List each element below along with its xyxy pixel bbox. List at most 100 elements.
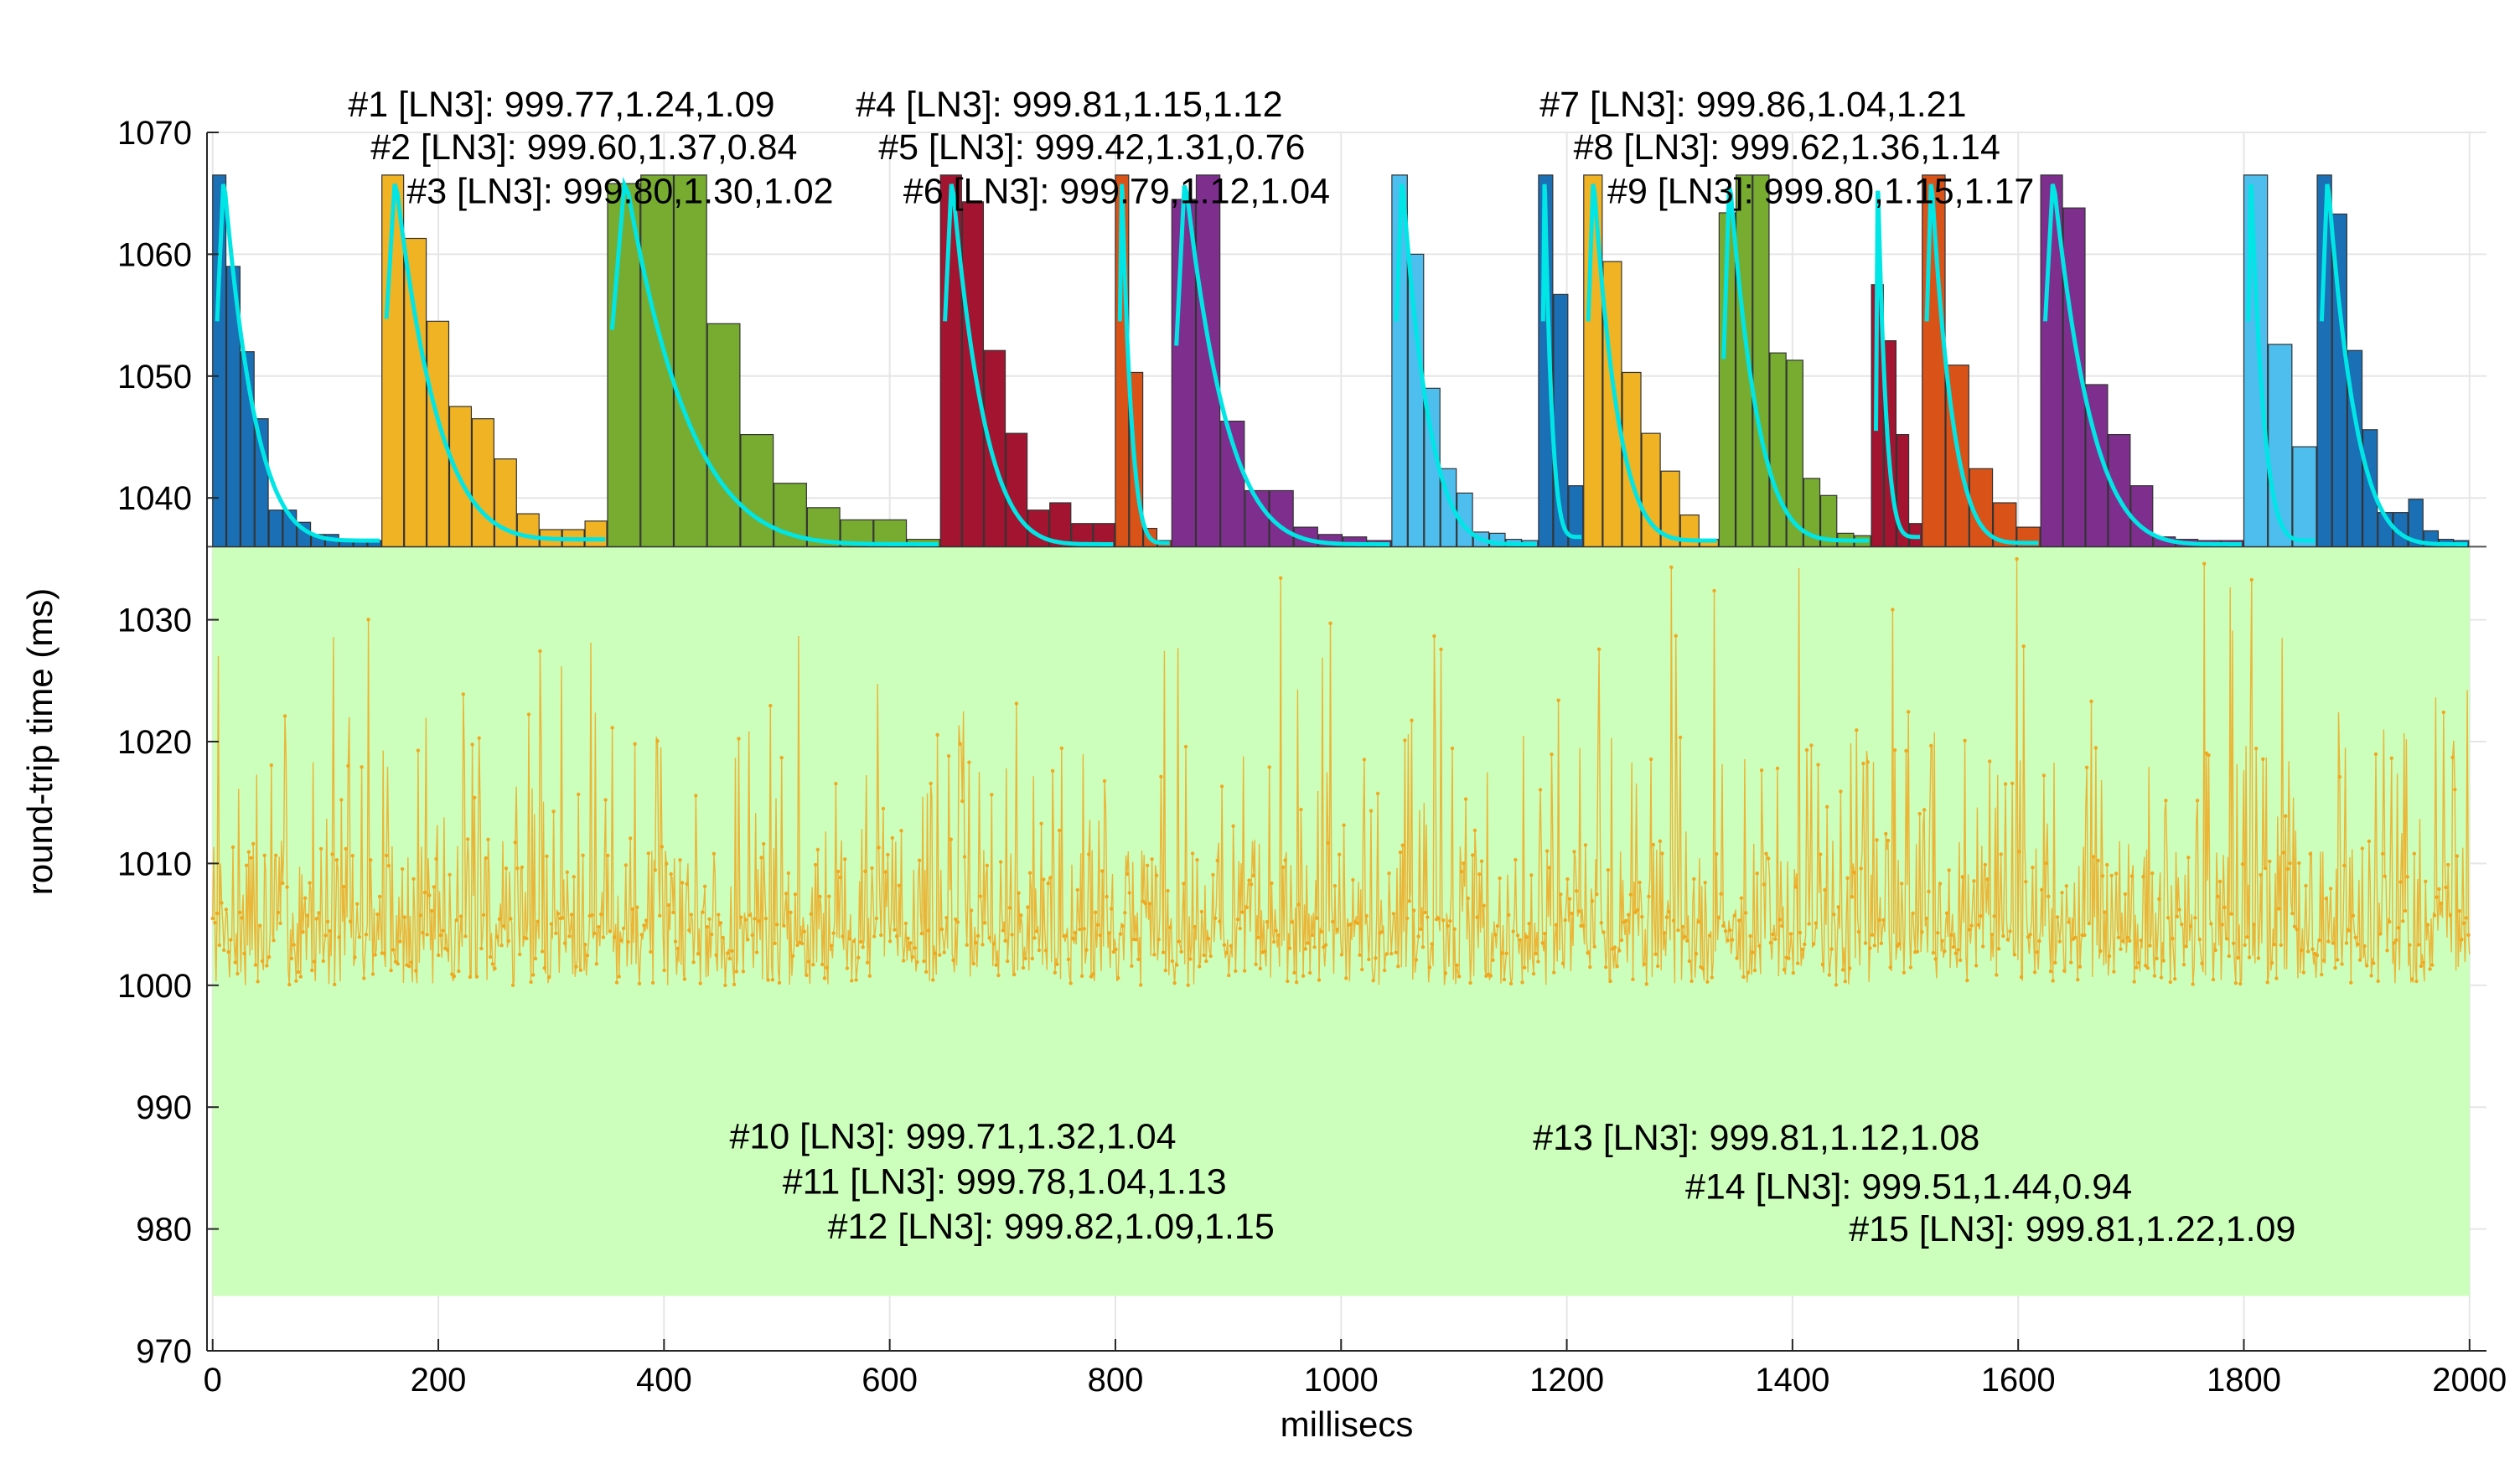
histogram-bar [607, 183, 641, 547]
histogram-bar [983, 349, 1006, 547]
y-tick-label: 970 [136, 1333, 192, 1370]
histogram-bar [212, 174, 227, 547]
x-tick-label: 800 [1088, 1362, 1144, 1399]
fit-curves-layer [215, 176, 2468, 546]
y-tick-label: 1070 [117, 115, 192, 152]
x-axis-label: millisecs [1281, 1404, 1414, 1444]
histogram-bar [1735, 174, 1753, 547]
fit-curve [1721, 185, 1870, 543]
fit-annotation: #3 [LN3]: 999.80,1.30,1.02 [406, 171, 833, 211]
fit-annotation: #1 [LN3]: 999.77,1.24,1.09 [348, 85, 774, 125]
histogram-bar [1803, 478, 1821, 547]
fit-annotation: #12 [LN3]: 999.82,1.09,1.15 [828, 1207, 1275, 1247]
y-tick-label: 1000 [117, 968, 192, 1005]
histogram-bar [1622, 371, 1642, 547]
histogram-bar [426, 320, 450, 547]
fit-curve [1924, 184, 2039, 546]
x-tick-label: 1600 [1981, 1362, 2056, 1399]
fit-annotation: #15 [LN3]: 999.81,1.22,1.09 [1849, 1209, 2295, 1249]
y-tick-label: 1040 [117, 480, 192, 517]
fit-curve [1117, 184, 1170, 546]
histogram-bar [254, 418, 269, 547]
fit-curve [1174, 184, 1390, 546]
histogram-bar [1769, 352, 1787, 547]
histogram-bar [2130, 485, 2154, 547]
y-tick-label: 1010 [117, 846, 192, 882]
histogram-bar [1342, 536, 1368, 547]
rtt-trace-line [212, 559, 2471, 985]
histogram-bar [2408, 499, 2424, 547]
histogram-bar [2292, 446, 2317, 547]
x-tick-label: 200 [411, 1362, 467, 1399]
histogram-bar [961, 201, 985, 547]
histogram-bars-layer [212, 174, 2470, 547]
annotations-layer: #1 [LN3]: 999.77,1.24,1.09#2 [LN3]: 999.… [348, 85, 2295, 1249]
fit-curve [1540, 184, 1582, 540]
fit-curve [384, 183, 606, 542]
histogram-bar [1005, 432, 1028, 547]
fit-curve [1874, 190, 1920, 540]
fit-curve [2246, 184, 2316, 543]
rtt-trace-points [210, 556, 2471, 987]
histogram-bar [2243, 174, 2269, 547]
x-tick-label: 600 [862, 1362, 918, 1399]
x-tick-label: 1000 [1304, 1362, 1379, 1399]
histogram-bar [584, 520, 608, 547]
histogram-bar [2268, 344, 2293, 547]
histogram-bar [404, 237, 427, 547]
histogram-bar [516, 513, 540, 547]
x-tick-label: 1800 [2207, 1362, 2281, 1399]
fit-curve [2043, 184, 2242, 546]
y-tick-label: 1020 [117, 724, 192, 761]
fit-curve [943, 184, 1114, 546]
histogram-bar [1171, 199, 1197, 547]
histogram-bar [268, 509, 283, 547]
y-axis-label: round-trip time (ms) [20, 588, 60, 895]
y-tick-label: 1030 [117, 603, 192, 639]
y-tick-label: 980 [136, 1212, 192, 1249]
histogram-bar [1568, 485, 1584, 547]
histogram-bar [1896, 433, 1910, 547]
x-tick-label: 2000 [2432, 1362, 2507, 1399]
histogram-bar [471, 418, 494, 547]
histogram-bar [1195, 174, 1221, 547]
histogram-bar [740, 433, 774, 547]
histogram-bar [673, 174, 707, 547]
histogram-bar [706, 323, 741, 547]
fit-annotation: #13 [LN3]: 999.81,1.12,1.08 [1533, 1118, 1979, 1158]
histogram-bar [1049, 502, 1072, 547]
fit-annotation: #14 [LN3]: 999.51,1.44,0.94 [1685, 1166, 2132, 1207]
fit-annotation: #11 [LN3]: 999.78,1.04,1.13 [783, 1161, 1227, 1202]
fit-annotation: #7 [LN3]: 999.86,1.04,1.21 [1539, 85, 1966, 125]
x-tick-label: 1200 [1529, 1362, 1604, 1399]
fit-annotation: #6 [LN3]: 999.79,1.12,1.04 [903, 171, 1330, 211]
fit-curve [1586, 184, 1717, 543]
histogram-bar [1786, 359, 1803, 547]
histogram-bar [2316, 174, 2332, 547]
x-tick-label: 400 [636, 1362, 692, 1399]
rtt-trace-layer [210, 556, 2471, 987]
histogram-bar [1391, 174, 1408, 547]
histogram-bar [2108, 433, 2131, 547]
x-tick-label: 1400 [1755, 1362, 1829, 1399]
fit-annotation: #5 [LN3]: 999.42,1.31,0.76 [878, 127, 1305, 168]
histogram-bar [2362, 429, 2378, 547]
fit-annotation: #10 [LN3]: 999.71,1.32,1.04 [729, 1117, 1176, 1157]
fit-curve [1394, 184, 1537, 546]
axes-layer [206, 132, 2486, 1352]
fit-annotation: #8 [LN3]: 999.62,1.36,1.14 [1574, 127, 2000, 168]
fit-curve [215, 184, 380, 543]
tick-labels-layer: 0 200 400 600 800 1000 1200 1400 1600 1800 2000 970… [117, 115, 2507, 1399]
y-tick-label: 1060 [117, 236, 192, 273]
fit-curve [609, 176, 939, 546]
y-tick-label: 1050 [117, 359, 192, 396]
histogram-bar [1407, 253, 1425, 547]
x-tick-label: 0 [204, 1362, 222, 1399]
fit-annotation: #9 [LN3]: 999.80,1.15,1.17 [1607, 171, 2034, 211]
fit-curve [2319, 184, 2468, 546]
y-tick-label: 990 [136, 1089, 192, 1126]
histogram-bar [1660, 470, 1680, 547]
fit-annotation: #2 [LN3]: 999.60,1.37,0.84 [370, 127, 797, 168]
histogram-bar [1819, 494, 1838, 547]
